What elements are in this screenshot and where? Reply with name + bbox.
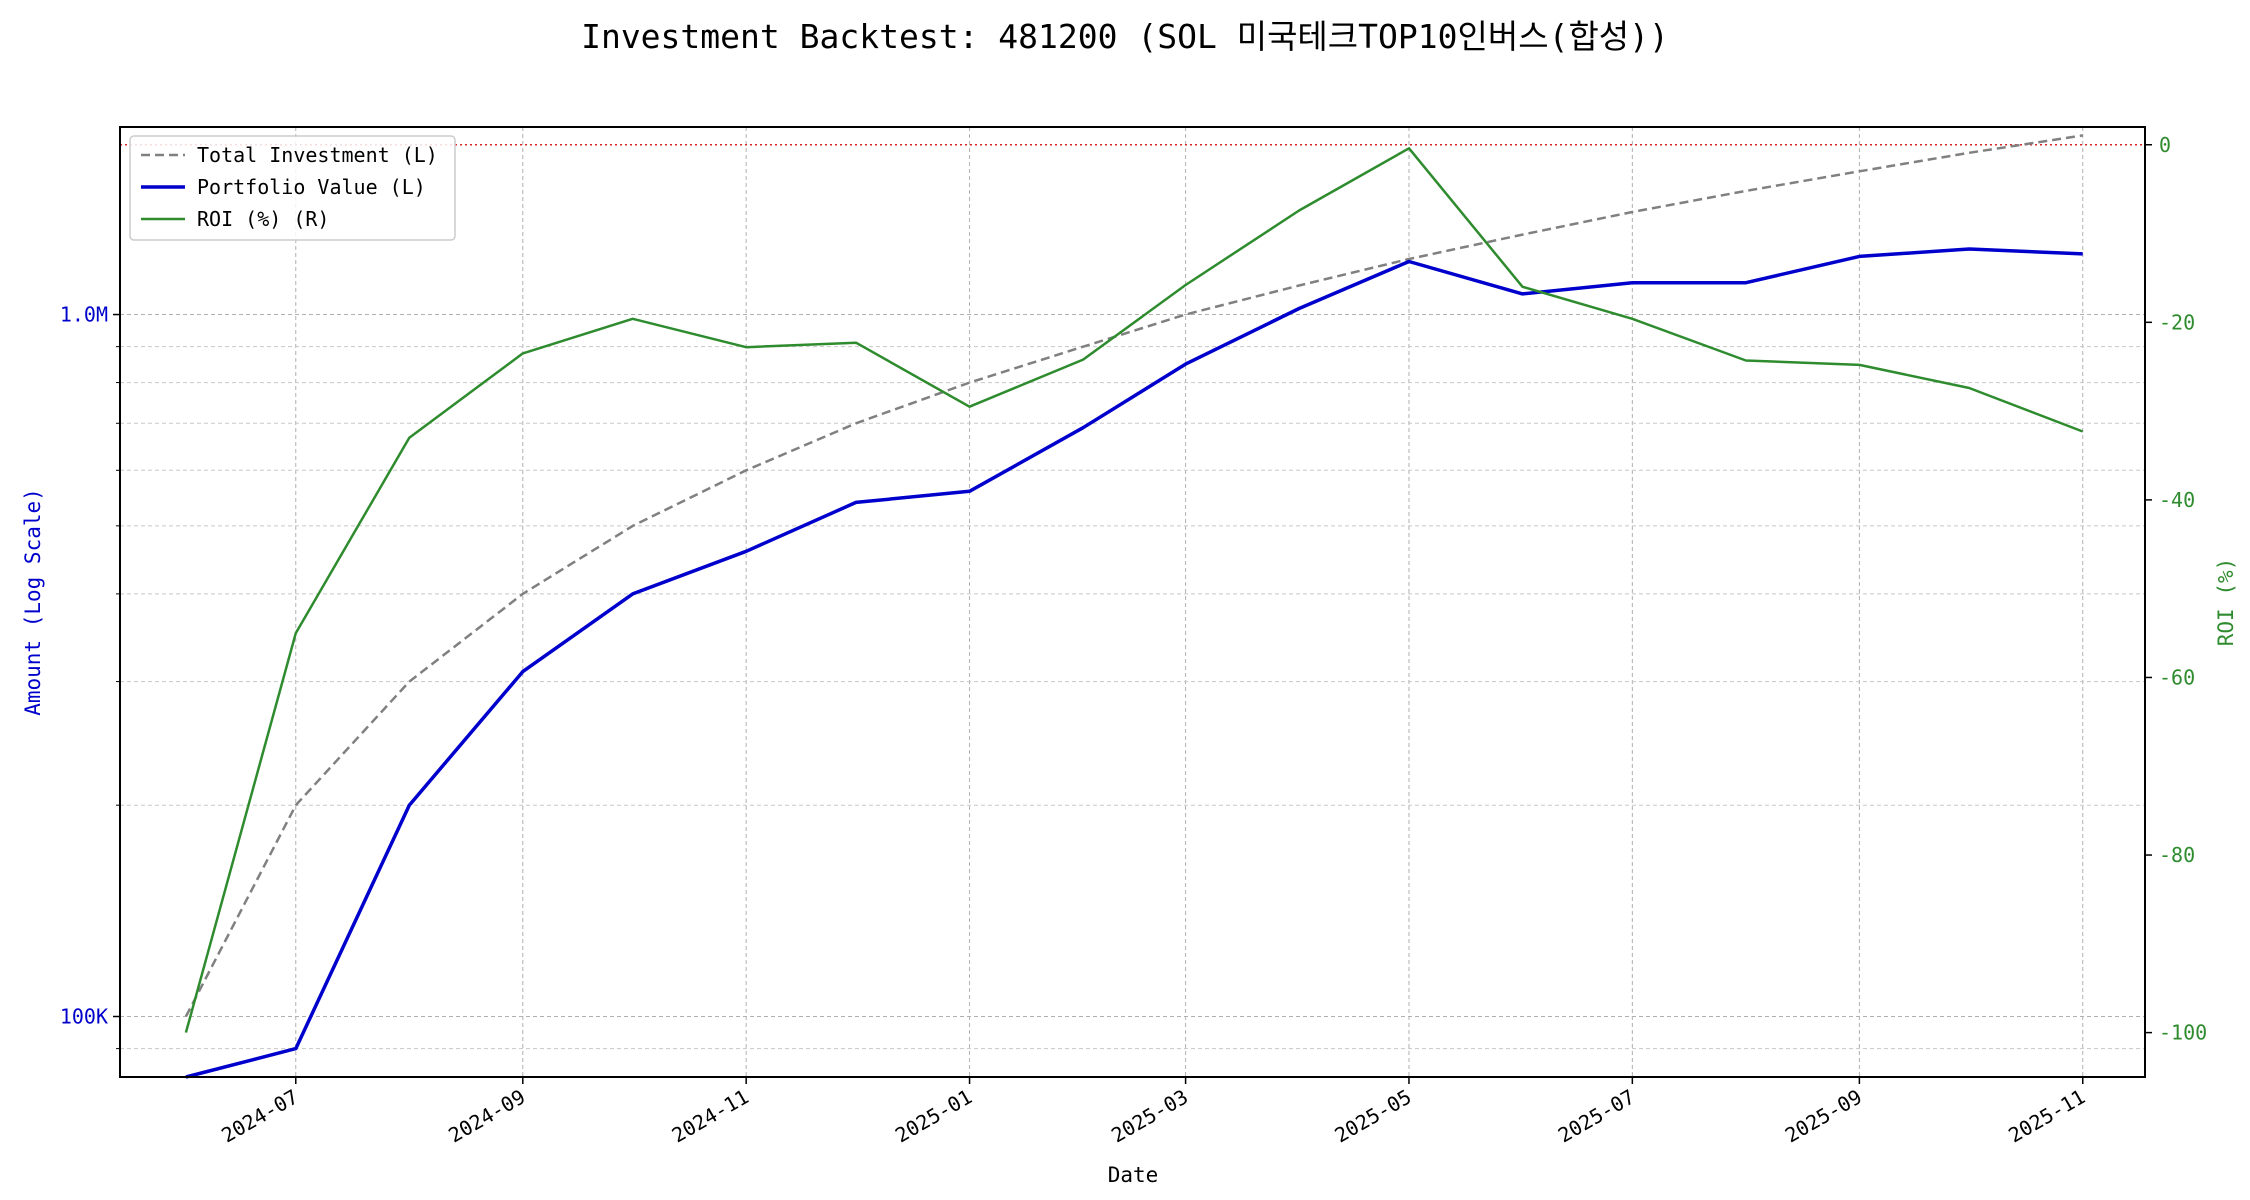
y-right-tick-label: -80 xyxy=(2159,843,2195,867)
left-axis-label: Amount (Log Scale) xyxy=(21,488,45,716)
legend-label-total-investment: Total Investment (L) xyxy=(197,143,438,167)
series-line-roi-r xyxy=(184,147,2084,1033)
legend-label-portfolio-value: Portfolio Value (L) xyxy=(197,175,426,199)
legend-box xyxy=(129,135,456,241)
y-right-tick-label: -100 xyxy=(2159,1021,2207,1045)
plot-frame xyxy=(119,126,2146,1078)
y-right-tick-label: -20 xyxy=(2159,310,2195,334)
x-tick-label: 2024-11 xyxy=(668,1085,753,1148)
right-axis-label: ROI (%) xyxy=(2214,558,2238,647)
y-right-tick-label: -40 xyxy=(2159,488,2195,512)
x-axis-label: Date xyxy=(1108,1163,1159,1187)
y-right-tick-label: 0 xyxy=(2159,133,2171,157)
x-tick-label: 2024-09 xyxy=(444,1085,529,1148)
series-line-total-investment-l xyxy=(184,134,2083,1018)
series-line-portfolio-value-l xyxy=(185,247,2083,1079)
y-left-tick-label: 100K xyxy=(60,1005,108,1029)
legend-label-roi: ROI (%) (R) xyxy=(197,207,329,231)
y-left-tick-label: 1.0M xyxy=(60,303,108,327)
y-right-tick-label: -60 xyxy=(2159,665,2195,689)
x-tick-label: 2025-05 xyxy=(1330,1085,1415,1148)
x-tick-label: 2025-07 xyxy=(1554,1085,1639,1148)
series-layer xyxy=(184,134,2084,1079)
x-tick-label: 2025-01 xyxy=(891,1085,976,1148)
x-tick-label: 2025-11 xyxy=(2004,1085,2089,1148)
x-ticks: 2024-07 2024-09 2024-11 2025-01 2025-03 2025-… xyxy=(217,1077,2089,1147)
x-tick-label: 2024-07 xyxy=(217,1085,302,1148)
left-ticks: 100K 1.0M xyxy=(60,303,120,1050)
x-tick-label: 2025-03 xyxy=(1107,1085,1192,1148)
grid-layer xyxy=(120,127,2145,1077)
chart-title: Investment Backtest: 481200 (SOL 미국테크TOP… xyxy=(581,17,1669,56)
x-tick-label: 2025-09 xyxy=(1781,1085,1866,1148)
legend: Total Investment (L) Portfolio Value (L)… xyxy=(129,135,456,241)
right-ticks: 0 -20 -40 -60 -80 -100 xyxy=(2145,133,2207,1045)
